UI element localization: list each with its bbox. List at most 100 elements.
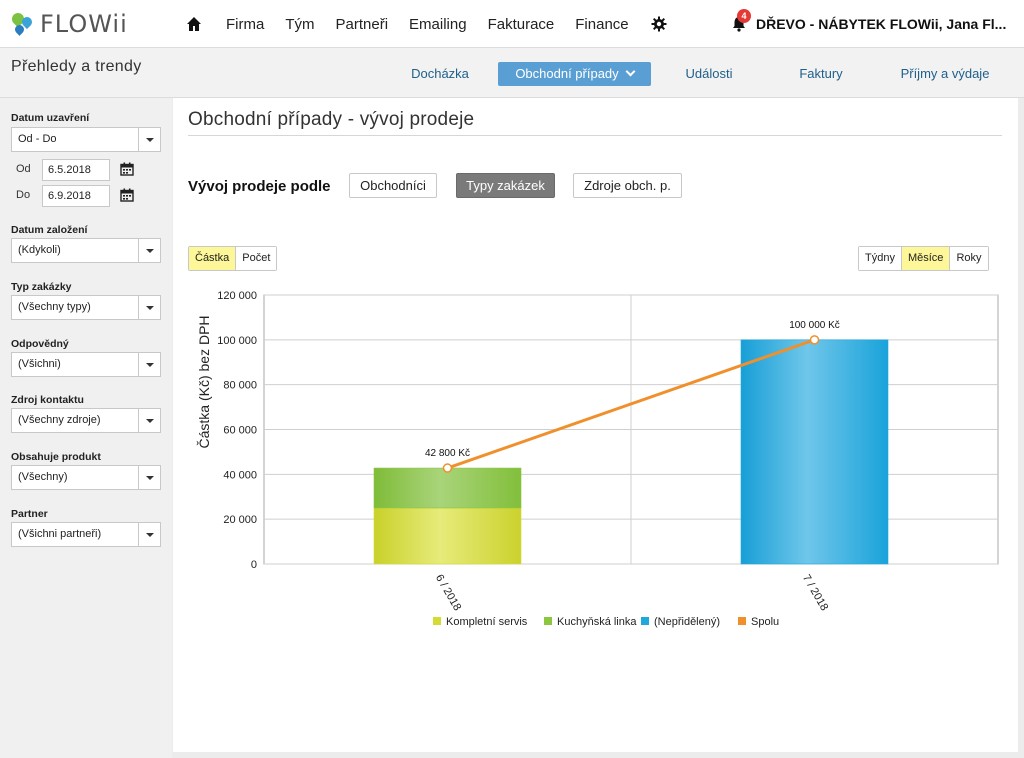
- calendar-icon[interactable]: [120, 188, 134, 202]
- typ-zakazky-select[interactable]: (Všechny typy): [11, 295, 161, 320]
- toggle-roky[interactable]: Roky: [949, 247, 988, 270]
- chart-legend: Kompletní servis Kuchyňská linka (Nepřiděl…: [433, 616, 779, 628]
- chevron-down-icon: [625, 66, 636, 77]
- filter-label-typ-zakazky: Typ zakázky: [11, 281, 72, 293]
- user-box[interactable]: 4 DŘEVO - NÁBYTEK FLOWii, Jana Fl...: [730, 0, 1006, 48]
- nav-fakturace[interactable]: Fakturace: [487, 15, 555, 33]
- total-line: [447, 338, 815, 470]
- line-point[interactable]: [809, 335, 820, 345]
- nav-tym[interactable]: Tým: [285, 15, 315, 33]
- y-tick-label: 20 000: [223, 514, 257, 526]
- do-label: Do: [16, 189, 31, 201]
- filter-sidebar: Datum uzavření Od - Do Od 6.5.2018 Do 6.…: [0, 98, 172, 758]
- toggle-mesice[interactable]: Měsíce: [900, 247, 950, 270]
- dropdown-arrow-icon: [138, 239, 160, 262]
- notification-badge: 4: [737, 9, 751, 23]
- datum-zalozeni-value: (Kdykoli): [18, 244, 61, 256]
- dropdown-arrow-icon: [138, 409, 160, 432]
- nav-firma[interactable]: Firma: [226, 15, 265, 33]
- nav-partneri[interactable]: Partneři: [335, 15, 389, 33]
- legend-item[interactable]: Kompletní servis: [446, 616, 528, 628]
- y-tick-label: 120 000: [217, 290, 257, 302]
- x-tick-label: 6 / 2018: [433, 573, 463, 613]
- logo-text: FLOWii: [40, 10, 128, 38]
- filter-label-odpovedny: Odpovědný: [11, 338, 69, 350]
- y-tick-label: 100 000: [217, 335, 257, 347]
- tab-udalosti[interactable]: Události: [685, 66, 733, 81]
- zdroje-button[interactable]: Zdroje obch. p.: [573, 173, 682, 198]
- toggle-tydny[interactable]: Týdny: [859, 247, 901, 270]
- typy-zakazek-button[interactable]: Typy zakázek: [456, 173, 555, 198]
- line-point[interactable]: [442, 463, 453, 473]
- zdroj-kontaktu-value: (Všechny zdroje): [18, 414, 101, 426]
- filter-label-partner: Partner: [11, 508, 48, 520]
- legend-swatch: [738, 617, 746, 625]
- dropdown-arrow-icon: [138, 523, 160, 546]
- bar-segment[interactable]: [740, 339, 889, 565]
- od-label: Od: [16, 163, 31, 175]
- y-axis: 0 20 000 40 000 60 000 80 000 100 000 120 000: [217, 290, 257, 571]
- main-nav: Firma Tým Partneři Emailing Fakturace Fi…: [186, 0, 667, 48]
- bell-icon[interactable]: 4: [730, 9, 751, 33]
- odpovedny-select[interactable]: (Všichni): [11, 352, 161, 377]
- nav-emailing[interactable]: Emailing: [409, 15, 467, 33]
- logo[interactable]: FLOWii: [9, 10, 128, 38]
- toggle-pocet[interactable]: Počet: [235, 247, 277, 270]
- datum-zalozeni-select[interactable]: (Kdykoli): [11, 238, 161, 263]
- y-tick-label: 60 000: [223, 425, 257, 437]
- datum-uzavreni-select[interactable]: Od - Do: [11, 127, 161, 152]
- tab-obchodni-pripady[interactable]: Obchodní případy: [498, 62, 651, 86]
- legend-item[interactable]: (Nepřidělený): [654, 616, 720, 628]
- home-icon[interactable]: [186, 16, 202, 32]
- group-by-label: Vývoj prodeje podle: [188, 178, 331, 195]
- metric-toggle: Částka Počet: [188, 246, 278, 271]
- gear-icon[interactable]: [651, 16, 667, 32]
- filter-label-datum-uzavreni: Datum uzavření: [11, 112, 90, 124]
- user-name[interactable]: DŘEVO - NÁBYTEK FLOWii, Jana Fl...: [756, 16, 1007, 32]
- partner-value: (Všichni partneři): [18, 528, 102, 540]
- legend-swatch: [641, 617, 649, 625]
- tab-dochazka[interactable]: Docházka: [411, 66, 469, 81]
- logo-icon: [9, 10, 35, 37]
- y-tick-label: 40 000: [223, 469, 257, 481]
- dropdown-arrow-icon: [138, 296, 160, 319]
- top-bar: FLOWii Firma Tým Partneři Emailing Faktu…: [0, 0, 1024, 48]
- filter-label-datum-zalozeni: Datum založení: [11, 224, 88, 236]
- chart-line: 42 800 Kč 100 000 Kč: [425, 320, 840, 473]
- x-tick-label: 7 / 2018: [800, 573, 830, 613]
- main-title: Obchodní případy - vývoj prodeje: [188, 109, 475, 130]
- obsahuje-produkt-select[interactable]: (Všechny): [11, 465, 161, 490]
- toggle-castka[interactable]: Částka: [189, 247, 236, 270]
- page-title: Přehledy a trendy: [11, 58, 142, 75]
- bar-segment[interactable]: [373, 507, 522, 565]
- dropdown-arrow-icon: [138, 353, 160, 376]
- calendar-icon[interactable]: [120, 162, 134, 176]
- tab-prijmy-a-vydaje[interactable]: Příjmy a výdaje: [900, 66, 990, 81]
- dropdown-arrow-icon: [138, 466, 160, 489]
- data-label: 42 800 Kč: [425, 448, 470, 459]
- tab-faktury[interactable]: Faktury: [799, 66, 843, 81]
- dropdown-arrow-icon: [138, 128, 160, 151]
- y-tick-label: 80 000: [223, 380, 257, 392]
- period-toggle: Týdny Měsíce Roky: [858, 246, 989, 271]
- od-date-input[interactable]: 6.5.2018: [42, 159, 110, 181]
- nav-finance[interactable]: Finance: [575, 15, 629, 33]
- obsahuje-produkt-value: (Všechny): [18, 471, 68, 483]
- partner-select[interactable]: (Všichni partneři): [11, 522, 161, 547]
- odpovedny-value: (Všichni): [18, 358, 61, 370]
- chart-bars: [373, 339, 889, 565]
- filter-label-obsahuje-produkt: Obsahuje produkt: [11, 451, 101, 463]
- tab-obchodni-pripady-label: Obchodní případy: [515, 66, 619, 81]
- obchodnici-button[interactable]: Obchodníci: [349, 173, 437, 198]
- legend-swatch: [433, 617, 441, 625]
- do-date-input[interactable]: 6.9.2018: [42, 185, 110, 207]
- sub-header: Přehledy a trendy Docházka Obchodní příp…: [0, 48, 1024, 98]
- legend-item[interactable]: Spolu: [751, 616, 779, 628]
- zdroj-kontaktu-select[interactable]: (Všechny zdroje): [11, 408, 161, 433]
- legend-swatch: [544, 617, 552, 625]
- data-label: 100 000 Kč: [789, 320, 840, 331]
- datum-uzavreni-value: Od - Do: [18, 133, 57, 145]
- bar-segment[interactable]: [373, 467, 522, 509]
- legend-item[interactable]: Kuchyňská linka: [557, 616, 637, 628]
